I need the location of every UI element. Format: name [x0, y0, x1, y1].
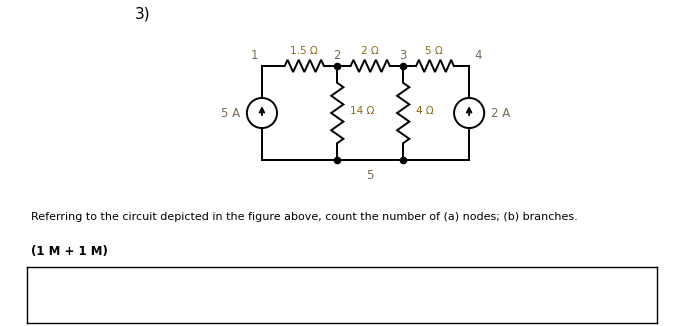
Text: 14 Ω: 14 Ω — [350, 106, 375, 116]
Text: Referring to the circuit depicted in the figure above, count the number of (a) n: Referring to the circuit depicted in the… — [31, 212, 577, 222]
Text: 1.5 Ω: 1.5 Ω — [291, 46, 318, 55]
Text: 3): 3) — [134, 6, 150, 22]
Text: 2: 2 — [334, 49, 341, 62]
Text: 2 A: 2 A — [491, 107, 510, 120]
Text: 4 Ω: 4 Ω — [417, 106, 434, 116]
Text: 5: 5 — [367, 169, 374, 182]
Text: 1: 1 — [250, 49, 258, 62]
Text: 4: 4 — [475, 49, 482, 62]
Text: (1 M + 1 M): (1 M + 1 M) — [31, 245, 107, 259]
Text: 2 Ω: 2 Ω — [361, 46, 379, 55]
Text: 5 A: 5 A — [221, 107, 240, 120]
Text: 3: 3 — [399, 49, 407, 62]
Text: 5 Ω: 5 Ω — [425, 46, 443, 55]
